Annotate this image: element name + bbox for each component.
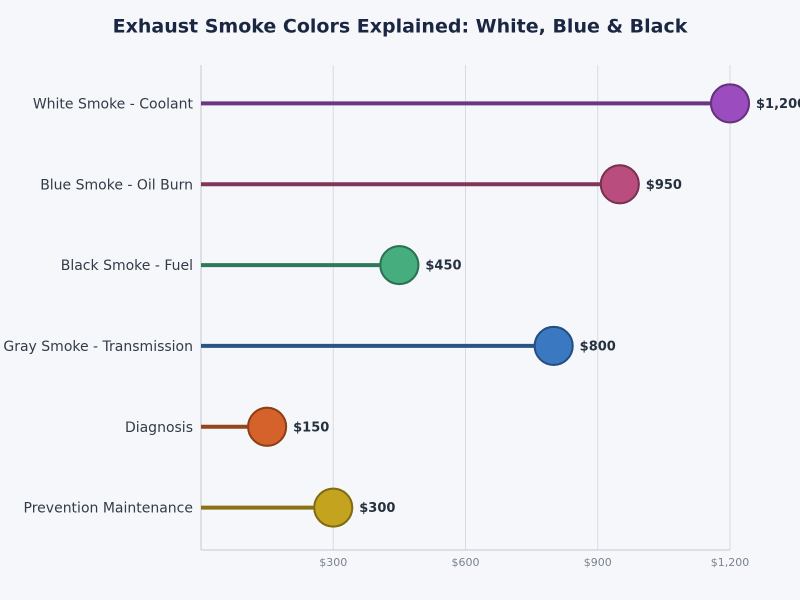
value-label: $800 (580, 339, 616, 354)
y-tick-label: White Smoke - Coolant (33, 96, 194, 112)
dot-outline (247, 406, 288, 447)
x-tick-label: $1,200 (711, 556, 750, 569)
y-tick-label: Blue Smoke - Oil Burn (40, 177, 193, 193)
value-label: $950 (646, 178, 682, 193)
x-tick-label: $900 (584, 556, 612, 569)
dot-outline (710, 83, 750, 124)
value-label: $150 (293, 420, 329, 435)
y-tick-label: Diagnosis (125, 420, 193, 436)
value-label: $450 (425, 259, 461, 274)
chart-title: Exhaust Smoke Colors Explained: White, B… (113, 16, 688, 38)
y-tick-label: Gray Smoke - Transmission (3, 339, 193, 355)
y-tick-label: Prevention Maintenance (24, 501, 193, 517)
dot-outline (313, 487, 354, 528)
value-label: $1,200 (756, 97, 800, 112)
dot-outline (379, 245, 420, 286)
x-tick-label: $300 (319, 556, 347, 569)
dot-outline (533, 325, 574, 366)
y-tick-label: Black Smoke - Fuel (61, 258, 193, 274)
dot-outline (599, 164, 640, 205)
x-tick-label: $600 (452, 556, 480, 569)
value-label: $300 (359, 501, 395, 516)
